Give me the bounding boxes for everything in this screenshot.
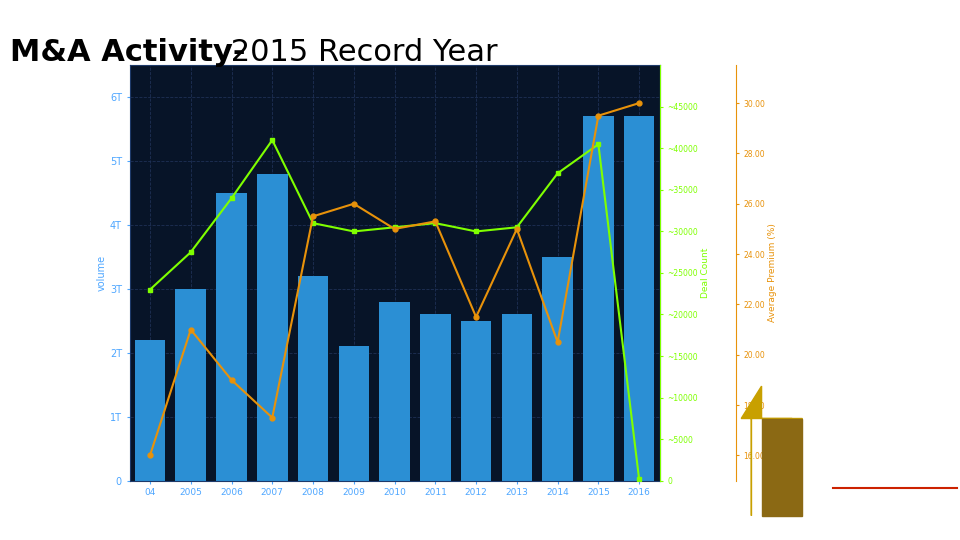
Bar — [379, 302, 410, 481]
Bar — [176, 289, 206, 481]
Bar — [420, 314, 450, 481]
Bar — [583, 117, 613, 481]
Text: 2015 Record Year: 2015 Record Year — [221, 38, 497, 67]
Text: BUSINESS: BUSINESS — [853, 471, 891, 480]
Bar — [298, 276, 328, 481]
Text: BROCK: BROCK — [853, 416, 912, 431]
Text: SAMFORD UNIVERSITY: SAMFORD UNIVERSITY — [853, 505, 915, 510]
Bar — [339, 347, 369, 481]
Bar — [216, 193, 247, 481]
Text: M&A Activity-: M&A Activity- — [10, 38, 245, 67]
Bar — [624, 117, 655, 481]
Polygon shape — [741, 386, 803, 516]
Bar — [542, 257, 573, 481]
Bar — [134, 340, 165, 481]
Text: 06-Jan-2016 14:33:23: 06-Jan-2016 14:33:23 — [583, 531, 660, 537]
Text: Copyright© 2016 Bloomberg Finance L.P.: Copyright© 2016 Bloomberg Finance L.P. — [130, 531, 274, 537]
Bar — [501, 314, 532, 481]
Y-axis label: volume: volume — [97, 255, 108, 291]
Bar — [461, 321, 492, 481]
Text: SCHOOL OF: SCHOOL OF — [853, 451, 898, 460]
Y-axis label: Deal Count: Deal Count — [701, 248, 709, 298]
Polygon shape — [761, 418, 803, 516]
Bar — [257, 174, 288, 481]
Y-axis label: Average Premium (%): Average Premium (%) — [768, 224, 778, 322]
